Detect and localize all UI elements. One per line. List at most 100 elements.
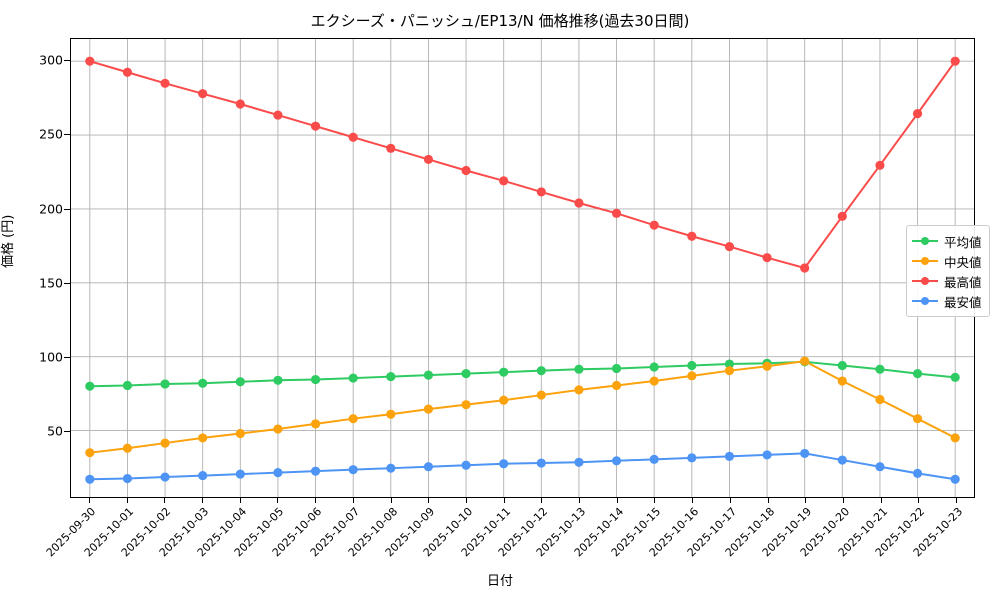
- data-point: [837, 455, 847, 465]
- data-point: [724, 359, 735, 369]
- x-tick-mark: [541, 498, 543, 503]
- data-point: [85, 474, 95, 484]
- data-point: [122, 380, 133, 391]
- x-tick-mark: [88, 498, 90, 503]
- data-point: [273, 424, 283, 434]
- data-point: [198, 433, 208, 443]
- data-point: [837, 360, 847, 371]
- data-point: [386, 372, 396, 382]
- y-tick-label: 300: [39, 52, 63, 68]
- chart-legend[interactable]: 平均値 中央値最高値最安値: [906, 225, 990, 317]
- x-tick-mark: [428, 498, 430, 503]
- legend-label: 最高値: [944, 274, 982, 290]
- data-point: [950, 56, 960, 66]
- x-tick-mark: [503, 498, 505, 503]
- legend-item[interactable]: 平均値: [912, 231, 982, 251]
- data-point: [273, 468, 283, 478]
- data-point: [198, 89, 208, 99]
- data-point: [423, 154, 434, 164]
- data-point: [687, 371, 697, 381]
- legend-label: 最安値: [944, 294, 982, 310]
- data-point: [762, 450, 772, 460]
- data-point: [386, 463, 396, 473]
- data-point: [122, 67, 133, 77]
- x-tick-mark: [164, 498, 166, 503]
- data-point: [912, 414, 923, 424]
- data-point: [536, 187, 546, 197]
- data-point: [762, 253, 772, 263]
- data-point: [950, 372, 960, 382]
- data-point: [461, 369, 471, 379]
- data-point: [574, 364, 584, 374]
- x-tick-mark: [918, 498, 920, 503]
- data-point: [85, 381, 95, 391]
- data-point: [837, 211, 847, 221]
- data-point: [160, 438, 170, 448]
- data-point: [536, 366, 546, 376]
- data-point: [611, 380, 622, 391]
- plot-area: [70, 38, 975, 498]
- data-point: [122, 473, 133, 484]
- data-point: [724, 451, 735, 461]
- data-point: [499, 176, 509, 186]
- data-point: [310, 419, 321, 429]
- x-tick-mark: [880, 498, 882, 503]
- data-point: [724, 241, 735, 252]
- data-point: [875, 462, 885, 472]
- data-point: [461, 400, 471, 410]
- x-tick-mark: [843, 498, 845, 503]
- data-point: [499, 367, 509, 377]
- data-point: [310, 466, 321, 476]
- data-point: [160, 472, 170, 482]
- data-point: [310, 121, 321, 131]
- x-tick-mark: [390, 498, 392, 503]
- chart-title: エクシーズ・パニッシュ/EP13/N 価格推移(過去30日間): [310, 12, 690, 30]
- y-tick-label: 50: [47, 423, 63, 439]
- data-point: [724, 366, 735, 376]
- data-point: [950, 474, 960, 484]
- y-axis-label: 価格 (円): [1, 214, 16, 268]
- y-tick-label: 100: [39, 349, 63, 365]
- grid-lines: [71, 39, 974, 497]
- data-point: [461, 460, 471, 470]
- series-lines: [85, 56, 960, 484]
- data-point: [273, 110, 283, 120]
- data-point: [837, 376, 847, 386]
- series-line: [89, 452, 956, 481]
- data-point: [611, 456, 622, 466]
- x-tick-mark: [805, 498, 807, 503]
- series-line: [89, 60, 956, 269]
- data-point: [912, 468, 923, 478]
- data-point: [574, 385, 584, 395]
- y-tick-label: 150: [39, 275, 63, 291]
- x-tick-mark: [352, 498, 354, 503]
- x-tick-mark: [126, 498, 128, 503]
- legend-item[interactable]: 最高値: [912, 271, 982, 291]
- data-point: [85, 448, 95, 458]
- data-point: [687, 453, 697, 463]
- data-point: [423, 404, 434, 414]
- data-point: [348, 465, 358, 475]
- legend-item[interactable]: 中央値: [912, 251, 982, 271]
- data-point: [649, 362, 659, 372]
- x-tick-mark: [579, 498, 581, 503]
- data-point: [160, 78, 170, 88]
- data-point: [499, 459, 509, 469]
- x-tick-mark: [277, 498, 279, 503]
- data-point: [122, 443, 133, 453]
- data-point: [800, 263, 810, 273]
- data-point: [950, 433, 960, 443]
- data-point: [762, 361, 772, 371]
- data-point: [875, 394, 885, 405]
- legend-swatch-icon: [912, 234, 938, 248]
- data-point: [423, 370, 434, 380]
- data-point: [423, 462, 434, 472]
- data-point: [912, 369, 923, 379]
- legend-swatch-icon: [912, 254, 938, 268]
- data-point: [649, 220, 659, 230]
- data-point: [611, 363, 622, 374]
- data-point: [235, 99, 245, 109]
- legend-item[interactable]: 最安値: [912, 291, 982, 311]
- y-tick-label: 250: [39, 126, 63, 142]
